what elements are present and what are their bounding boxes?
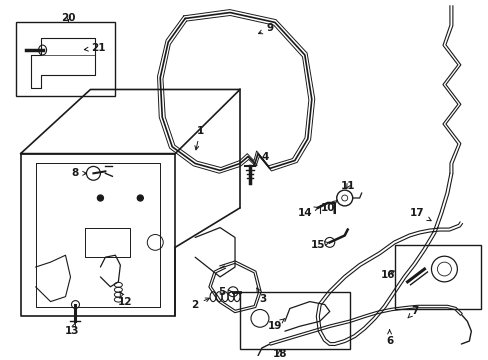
- Text: 17: 17: [409, 208, 430, 221]
- Text: 8: 8: [72, 168, 86, 178]
- Text: 12: 12: [118, 291, 132, 307]
- Bar: [394, 246, 480, 310]
- Text: 13: 13: [65, 323, 80, 336]
- Text: 11: 11: [340, 181, 354, 191]
- Text: 21: 21: [84, 43, 105, 53]
- Text: 2: 2: [191, 298, 209, 310]
- Text: 5: 5: [218, 287, 231, 297]
- Bar: [16, 22, 115, 96]
- Text: 14: 14: [297, 207, 318, 218]
- Text: 20: 20: [61, 13, 76, 23]
- Text: 6: 6: [385, 330, 392, 346]
- Circle shape: [137, 195, 143, 201]
- Text: 16: 16: [380, 270, 394, 280]
- Text: 19: 19: [267, 319, 284, 331]
- Text: 15: 15: [310, 240, 328, 250]
- Text: 1: 1: [195, 126, 203, 150]
- Text: 7: 7: [407, 306, 417, 318]
- Circle shape: [97, 195, 103, 201]
- Text: 3: 3: [256, 288, 266, 303]
- Text: 18: 18: [272, 349, 286, 359]
- Bar: [240, 292, 349, 349]
- Text: 10: 10: [320, 200, 337, 213]
- Text: 9: 9: [258, 23, 273, 34]
- Text: 4: 4: [252, 152, 268, 166]
